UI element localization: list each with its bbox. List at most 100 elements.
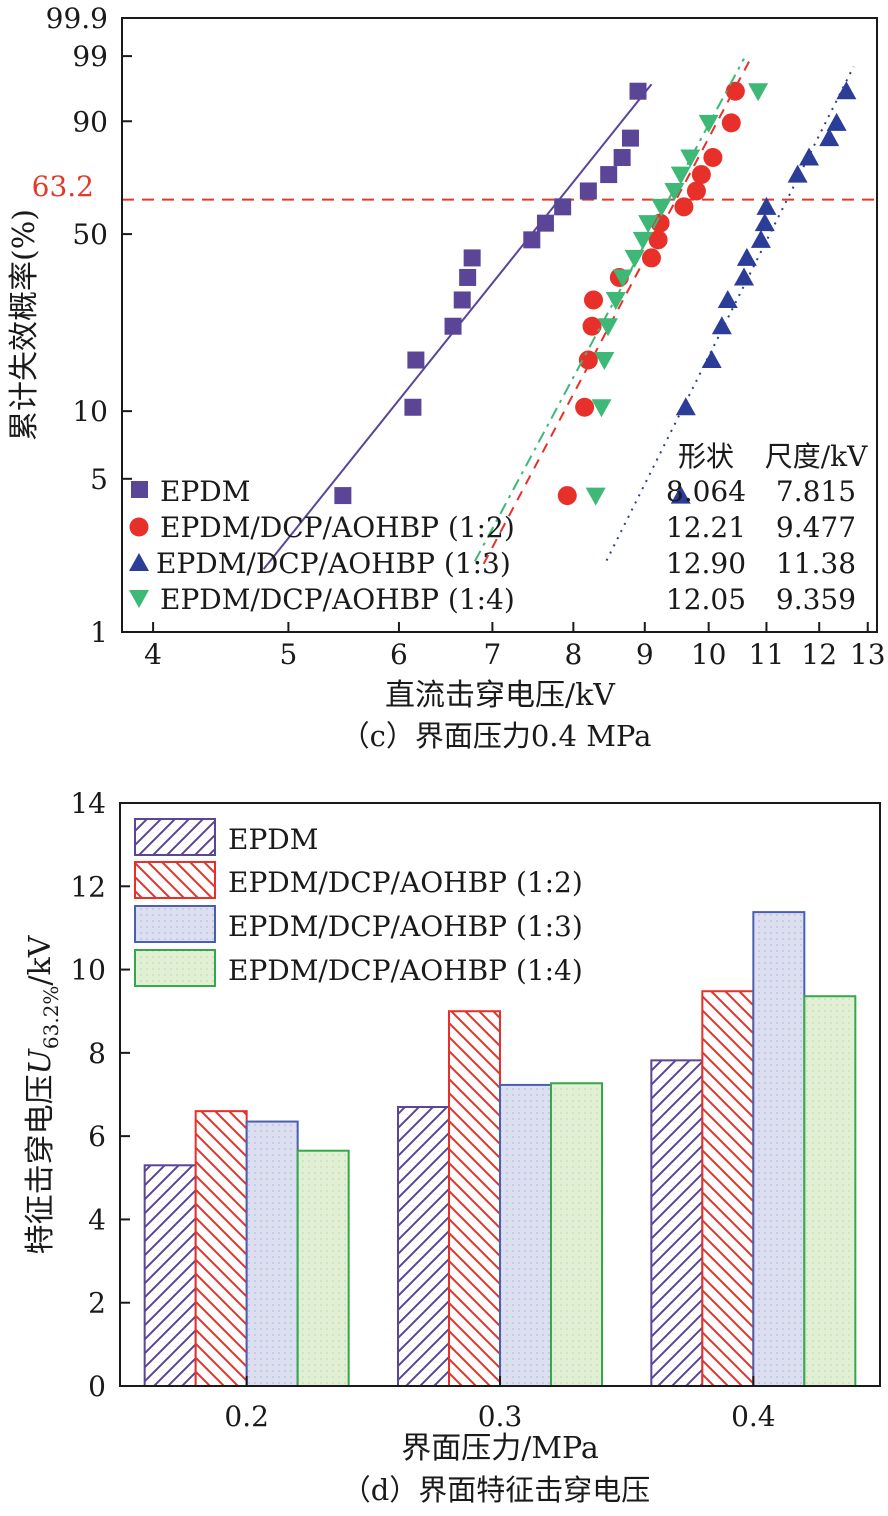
reference-line-label: 63.2 (32, 170, 94, 203)
data-point-series-1 (579, 182, 597, 200)
y-tick-label: 8 (88, 1037, 106, 1070)
bar-y-axis-title-sub: 63.2% (39, 986, 63, 1050)
data-point-series-2 (578, 350, 598, 370)
legend-label-1-4: EPDM/DCP/AOHBP (1:4) (228, 954, 583, 987)
bar-y-axis-title-prefix: 特征击穿电压 (23, 1074, 58, 1254)
data-point-series-4 (605, 291, 626, 310)
x-tick-label: 4 (144, 638, 162, 671)
bar-x-ticks: 0.2 0.3 0.4 (224, 1376, 776, 1433)
legend-swatch-1-4 (134, 949, 216, 987)
data-point-series-1 (407, 351, 425, 369)
bar-0-4-series-4 (803, 995, 857, 1387)
weibull-y-axis-title: 累计失效概率(%) (7, 209, 42, 441)
bar-x-axis-title: 界面压力/MPa (401, 1431, 599, 1466)
legend-label-1-3: EPDM/DCP/AOHBP (1:3) (156, 547, 511, 580)
weibull-plot-panel: 4 5 6 7 8 9 10 11 12 13 1 5 10 50 90 99 99.9 63.2 形状 尺度… (7, 2, 886, 753)
y-tick-label: 10 (70, 954, 106, 987)
data-point-series-4 (597, 318, 618, 337)
weibull-y-ticks: 1 5 10 50 90 99 99.9 (46, 2, 132, 649)
bar-chart-bars (143, 911, 857, 1388)
data-point-series-4 (680, 149, 701, 168)
bar-0-3-series-4 (550, 1082, 603, 1388)
data-point-series-3 (733, 267, 754, 286)
data-point-series-1 (444, 317, 462, 335)
bar-0-3-series-2 (448, 1010, 501, 1387)
data-point-series-2 (691, 165, 711, 185)
y-tick-label: 12 (70, 870, 106, 903)
weibull-caption: （c）界面压力0.4 MPa (341, 719, 652, 753)
bar-0-2-series-2 (194, 1110, 248, 1387)
data-point-series-3 (736, 247, 757, 266)
weibull-plot-area (122, 58, 877, 570)
data-point-series-2 (648, 230, 668, 250)
data-point-series-4 (624, 249, 645, 268)
data-point-series-4 (698, 114, 719, 133)
weibull-x-axis-title: 直流击穿电压/kV (385, 678, 616, 713)
data-point-series-4 (670, 166, 691, 185)
bar-y-axis-title: 特征击穿电压U63.2%/kV (23, 934, 63, 1254)
y-tick-label: 4 (88, 1203, 106, 1236)
x-tick-label: 5 (279, 638, 297, 671)
bar-0-3-series-3 (499, 1083, 552, 1387)
data-point-series-3 (756, 196, 777, 215)
data-point-series-3 (754, 213, 775, 232)
stats-shape-1-4: 12.05 (666, 583, 746, 616)
data-point-series-2 (641, 248, 661, 268)
y-tick-label: 90 (72, 105, 108, 138)
bar-chart-panel: 0 2 4 6 8 10 12 14 0.2 0.3 0.4 EPDM EPDM/DCP/AOHB… (23, 787, 881, 1507)
stats-header-scale: 尺度/kV (765, 440, 868, 473)
data-point-series-2 (583, 290, 603, 310)
legend-marker-circle (129, 517, 149, 537)
y-tick-label: 5 (90, 463, 108, 496)
data-point-series-2 (721, 113, 741, 133)
x-tick-label: 6 (390, 638, 408, 671)
weibull-x-ticks: 4 5 6 7 8 9 10 11 12 13 (144, 622, 886, 671)
data-point-series-1 (404, 398, 422, 416)
y-tick-label: 99 (72, 40, 108, 73)
bar-0-2-series-4 (296, 1149, 350, 1388)
data-point-series-3 (799, 147, 820, 166)
data-point-series-1 (554, 198, 572, 216)
bar-0-4-series-1 (650, 1059, 704, 1388)
data-point-series-3 (670, 485, 691, 504)
data-point-series-2 (686, 181, 706, 201)
data-point-series-1 (613, 149, 631, 167)
bar-caption: （d）界面特征击穿电压 (342, 1473, 651, 1507)
data-point-series-1 (334, 487, 352, 505)
data-point-series-1 (463, 249, 481, 267)
data-point-series-3 (750, 229, 771, 248)
data-point-series-2 (703, 148, 723, 168)
y-tick-label: 99.9 (46, 2, 108, 35)
stats-scale-1-2: 9.477 (776, 511, 856, 544)
legend-swatch-epdm (134, 818, 216, 856)
stats-shape-1-2: 12.21 (666, 511, 746, 544)
legend-swatch-1-3 (134, 905, 216, 943)
legend-marker-square (131, 481, 148, 498)
stats-header-shape: 形状 (678, 440, 734, 473)
y-tick-label: 2 (88, 1287, 106, 1320)
data-point-series-1 (453, 291, 471, 309)
x-tick-label: 0.2 (224, 1400, 269, 1433)
legend-label-1-3: EPDM/DCP/AOHBP (1:3) (228, 910, 583, 943)
data-point-series-4 (591, 399, 612, 418)
bar-legend: EPDM EPDM/DCP/AOHBP (1:2) EPDM/DCP/AOHBP… (134, 818, 583, 987)
stats-shape-1-3: 12.90 (666, 547, 746, 580)
data-point-series-3 (787, 164, 808, 183)
data-point-series-4 (748, 83, 769, 102)
data-point-series-3 (826, 112, 847, 131)
data-point-series-2 (557, 486, 577, 506)
stats-scale-1-4: 9.359 (776, 583, 856, 616)
legend-label-1-2: EPDM/DCP/AOHBP (1:2) (228, 866, 583, 899)
y-tick-label: 1 (90, 616, 108, 649)
y-tick-label: 50 (72, 218, 108, 251)
data-point-series-3 (711, 316, 732, 335)
x-tick-label: 7 (483, 638, 501, 671)
data-point-series-1 (523, 231, 541, 249)
stats-scale-epdm: 7.815 (776, 475, 856, 508)
bar-y-axis-title-var: U (23, 1047, 58, 1074)
data-point-series-3 (819, 128, 840, 147)
x-tick-label: 12 (801, 638, 837, 671)
bar-0-4-series-3 (752, 911, 806, 1388)
data-point-series-4 (664, 182, 685, 201)
x-tick-label: 8 (564, 638, 582, 671)
